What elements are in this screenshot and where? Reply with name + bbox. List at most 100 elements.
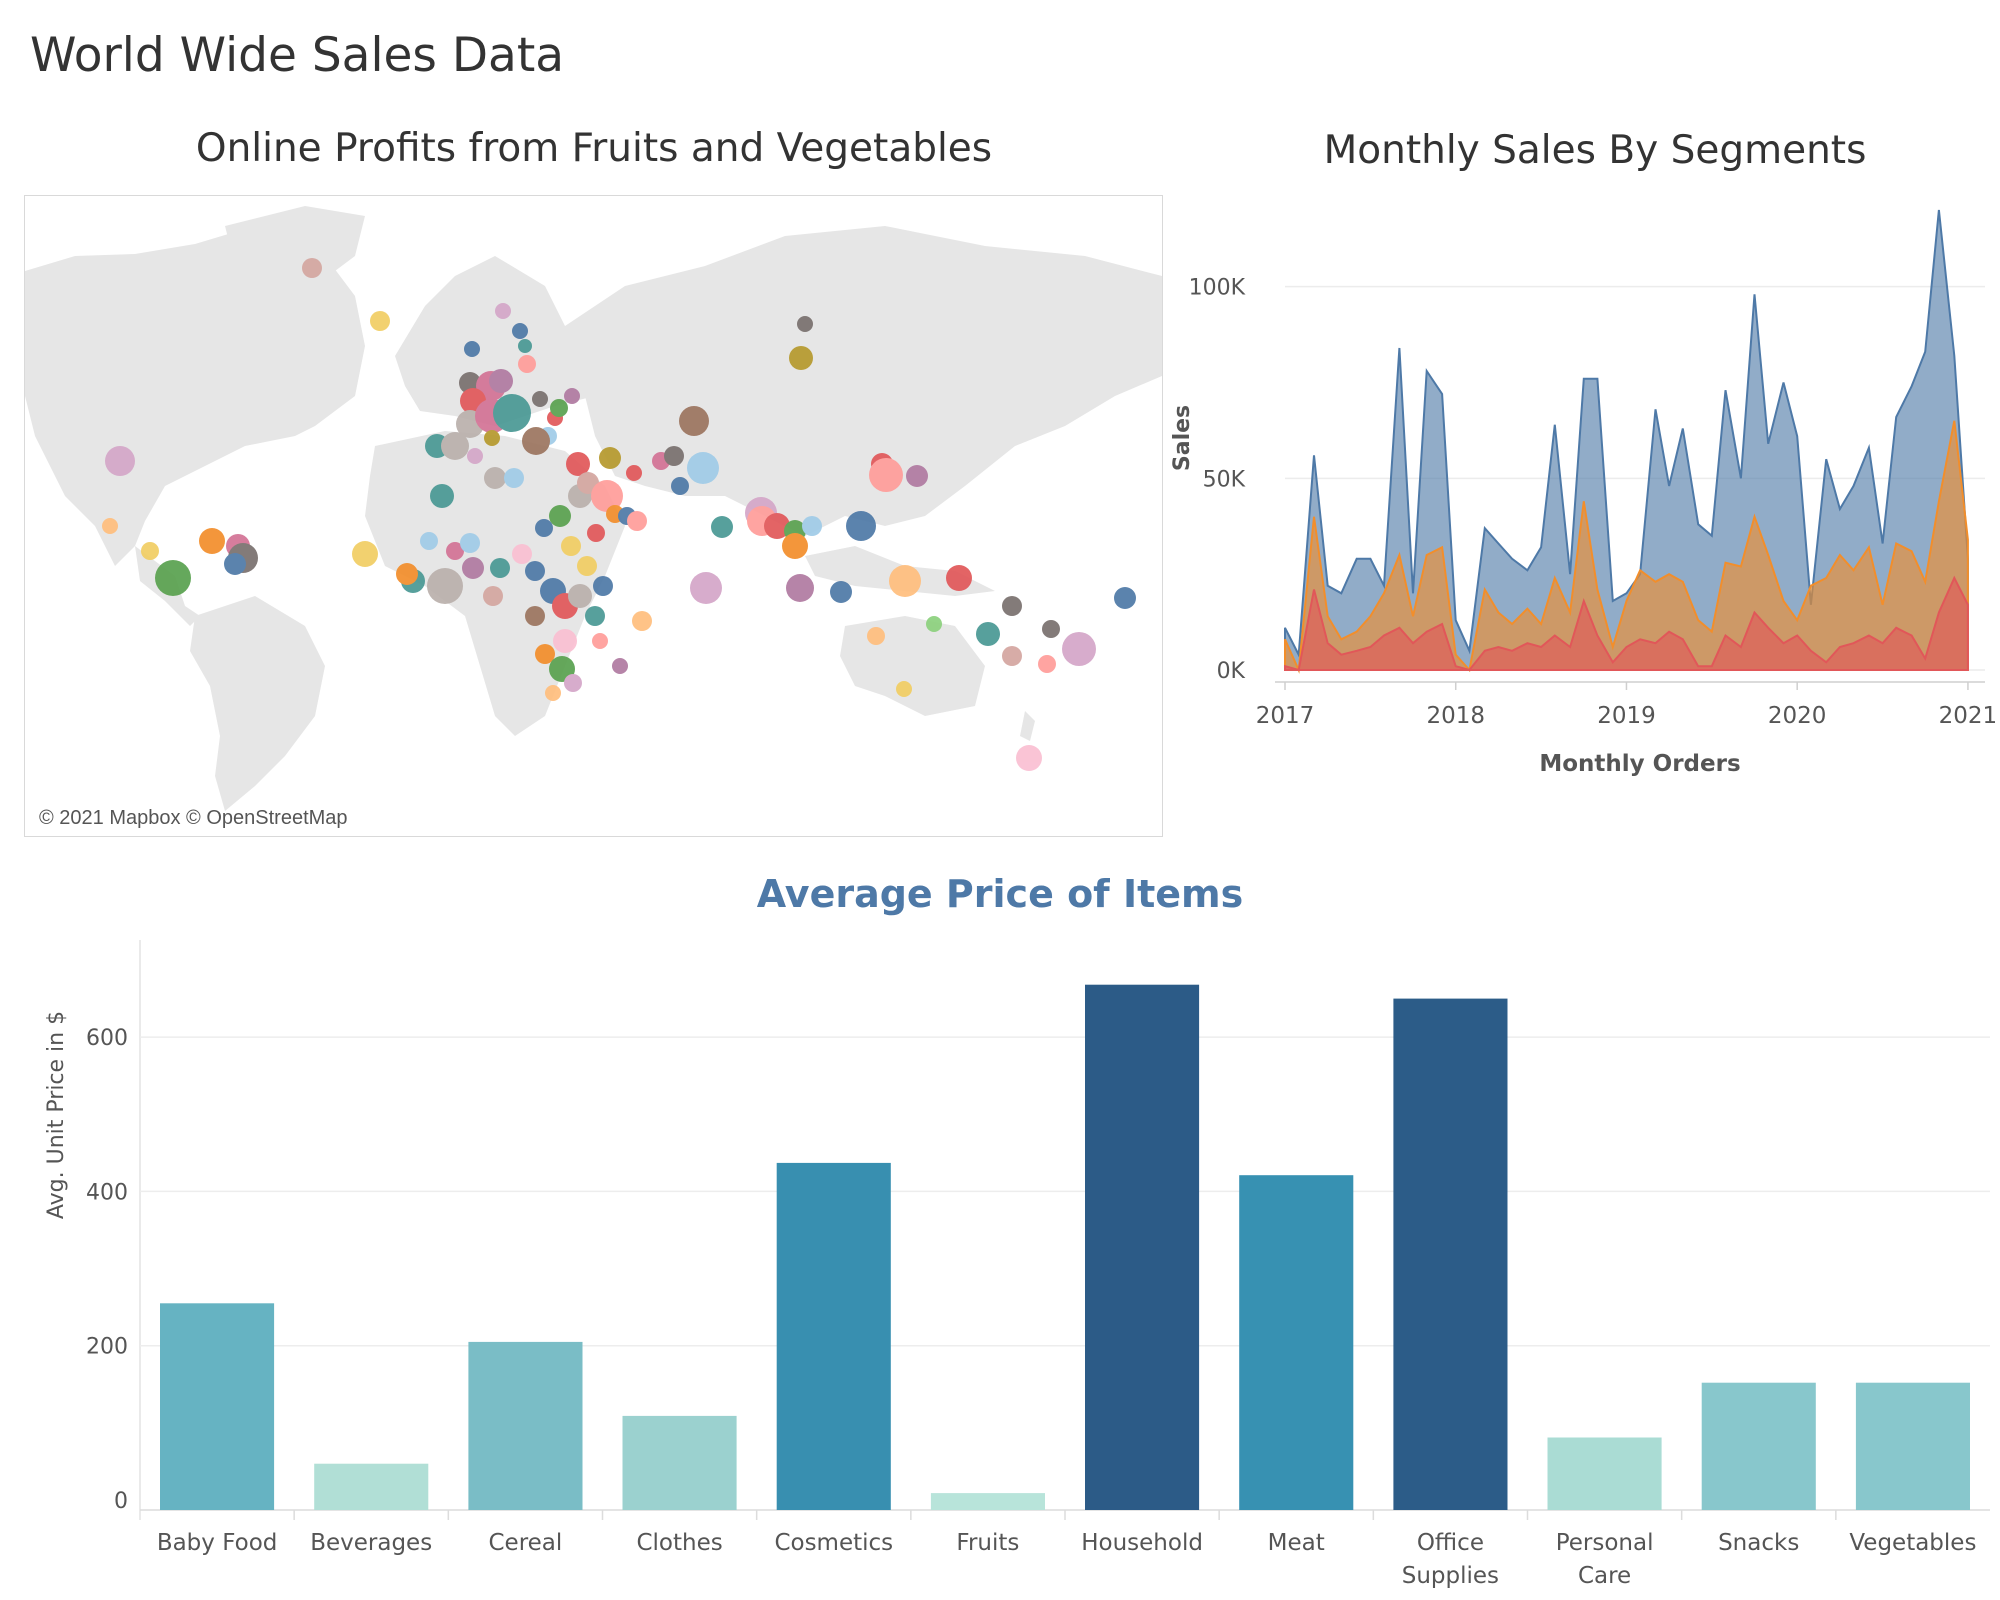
map-bubble	[561, 536, 581, 556]
map-attribution[interactable]: © 2021 Mapbox © OpenStreetMap	[39, 807, 348, 829]
map-bubble	[1062, 632, 1096, 666]
map-bubble	[869, 458, 903, 492]
map-bubble	[224, 553, 246, 575]
map-bubble	[789, 346, 813, 370]
bar[interactable]	[1239, 1175, 1354, 1510]
bar-x-tick-labels: Baby Food Beverages Cereal Clothes Cosmetics…	[157, 1530, 1977, 1589]
landmass-new-zealand	[1020, 711, 1035, 741]
bar-x-tick: Meat	[1268, 1530, 1325, 1556]
bar-chart[interactable]: 0 200 400 600 Baby Food Beverages Cereal Cloth…	[0, 930, 2000, 1600]
map-bubble	[764, 513, 790, 539]
map-bubble	[896, 681, 912, 697]
area-y-tick: 100K	[1189, 276, 1246, 301]
map-bubble	[564, 674, 582, 692]
map-bubble	[352, 541, 378, 567]
map-bubble	[564, 388, 580, 404]
bar[interactable]	[1701, 1382, 1816, 1510]
map-bubble	[493, 394, 531, 432]
bar-gridlines	[139, 940, 1990, 1520]
map-bubble	[550, 399, 568, 417]
world-map[interactable]: © 2021 Mapbox © OpenStreetMap	[24, 195, 1163, 837]
area-x-tick-labels: 2017 2018 2019 2020 2021	[1256, 682, 1997, 729]
bar[interactable]	[468, 1341, 583, 1510]
map-bubble	[632, 611, 652, 631]
map-bubble	[664, 446, 684, 466]
map-bubble	[577, 556, 597, 576]
map-bubble	[441, 432, 469, 460]
map-bubble	[566, 452, 590, 476]
map-canvas	[25, 206, 1162, 811]
map-bubble	[370, 311, 390, 331]
bar[interactable]	[160, 1303, 275, 1510]
map-bubble	[1002, 596, 1022, 616]
map-bubble	[199, 528, 225, 554]
bar[interactable]	[930, 1493, 1045, 1510]
bar-x-tick: Personal	[1556, 1530, 1654, 1556]
map-bubble	[926, 616, 942, 632]
area-y-tick: 0K	[1217, 659, 1246, 684]
bar[interactable]	[1855, 1382, 1970, 1510]
map-bubble	[549, 505, 571, 527]
map-bubble	[889, 565, 921, 597]
map-bubble	[946, 565, 972, 591]
map-bubble	[568, 584, 592, 608]
map-bubble	[525, 561, 545, 581]
area-x-tick: 2021	[1939, 703, 1998, 729]
map-bubble	[587, 524, 605, 542]
map-bubble	[612, 658, 628, 674]
bar-y-tick: 0	[114, 1489, 128, 1514]
map-bubble	[420, 532, 438, 550]
bar-chart-title: Average Price of Items	[756, 872, 1244, 916]
bar-y-tick: 600	[86, 1026, 128, 1051]
map-bubble	[105, 446, 135, 476]
map-bubble	[1038, 655, 1056, 673]
map-bubble	[797, 316, 813, 332]
bar-x-tick: Office	[1417, 1530, 1484, 1556]
bar-x-tick: Cereal	[489, 1530, 563, 1556]
profit-bubbles[interactable]	[102, 258, 1136, 771]
area-x-tick: 2019	[1597, 703, 1656, 729]
map-bubble	[591, 480, 623, 512]
map-bubble	[1016, 745, 1042, 771]
area-y-axis-label: Sales	[1170, 405, 1195, 471]
map-bubble	[1114, 587, 1136, 609]
bar[interactable]	[622, 1415, 737, 1510]
bar-y-tick-labels: 0 200 400 600	[86, 1026, 128, 1514]
map-bubble	[532, 391, 548, 407]
map-bubble	[535, 519, 553, 537]
bar[interactable]	[314, 1463, 429, 1510]
bar-x-tick: Snacks	[1718, 1530, 1799, 1556]
bar-x-tick: Care	[1578, 1563, 1631, 1589]
map-bubble	[592, 633, 608, 649]
bar-y-tick: 400	[86, 1180, 128, 1205]
map-bubble	[585, 606, 605, 626]
map-bubble	[679, 406, 709, 436]
map-bubble	[1042, 620, 1060, 638]
bar-y-axis-label: Avg. Unit Price in $	[44, 1011, 69, 1219]
landmass-north-america	[25, 226, 365, 566]
map-bubble	[484, 467, 506, 489]
map-bubble	[545, 685, 561, 701]
bar-x-tick: Beverages	[310, 1530, 432, 1556]
area-series-1[interactable]	[1284, 575, 1969, 672]
area-chart-title: Monthly Sales By Segments	[1323, 128, 1867, 173]
bar-y-tick: 200	[86, 1335, 128, 1360]
map-bubble	[512, 323, 528, 339]
map-bubble	[155, 560, 191, 596]
bar[interactable]	[1393, 998, 1508, 1510]
bar[interactable]	[1547, 1437, 1662, 1511]
map-bubble	[786, 574, 814, 602]
area-x-tick: 2018	[1426, 703, 1485, 729]
map-bubble	[671, 477, 689, 495]
map-bubble	[490, 558, 510, 578]
area-chart[interactable]: 0K 50K 100K 2017 2018 2019 2020 2021 Sales Mon…	[1150, 190, 2000, 790]
area-series	[1284, 209, 1969, 674]
map-bubble	[484, 430, 500, 446]
map-bubble	[462, 557, 484, 579]
bar[interactable]	[776, 1162, 891, 1510]
map-bubble	[690, 572, 722, 604]
map-bubble	[489, 369, 513, 393]
map-bubble	[846, 511, 876, 541]
bar[interactable]	[1085, 984, 1200, 1510]
bar-x-tick: Vegetables	[1849, 1530, 1976, 1556]
